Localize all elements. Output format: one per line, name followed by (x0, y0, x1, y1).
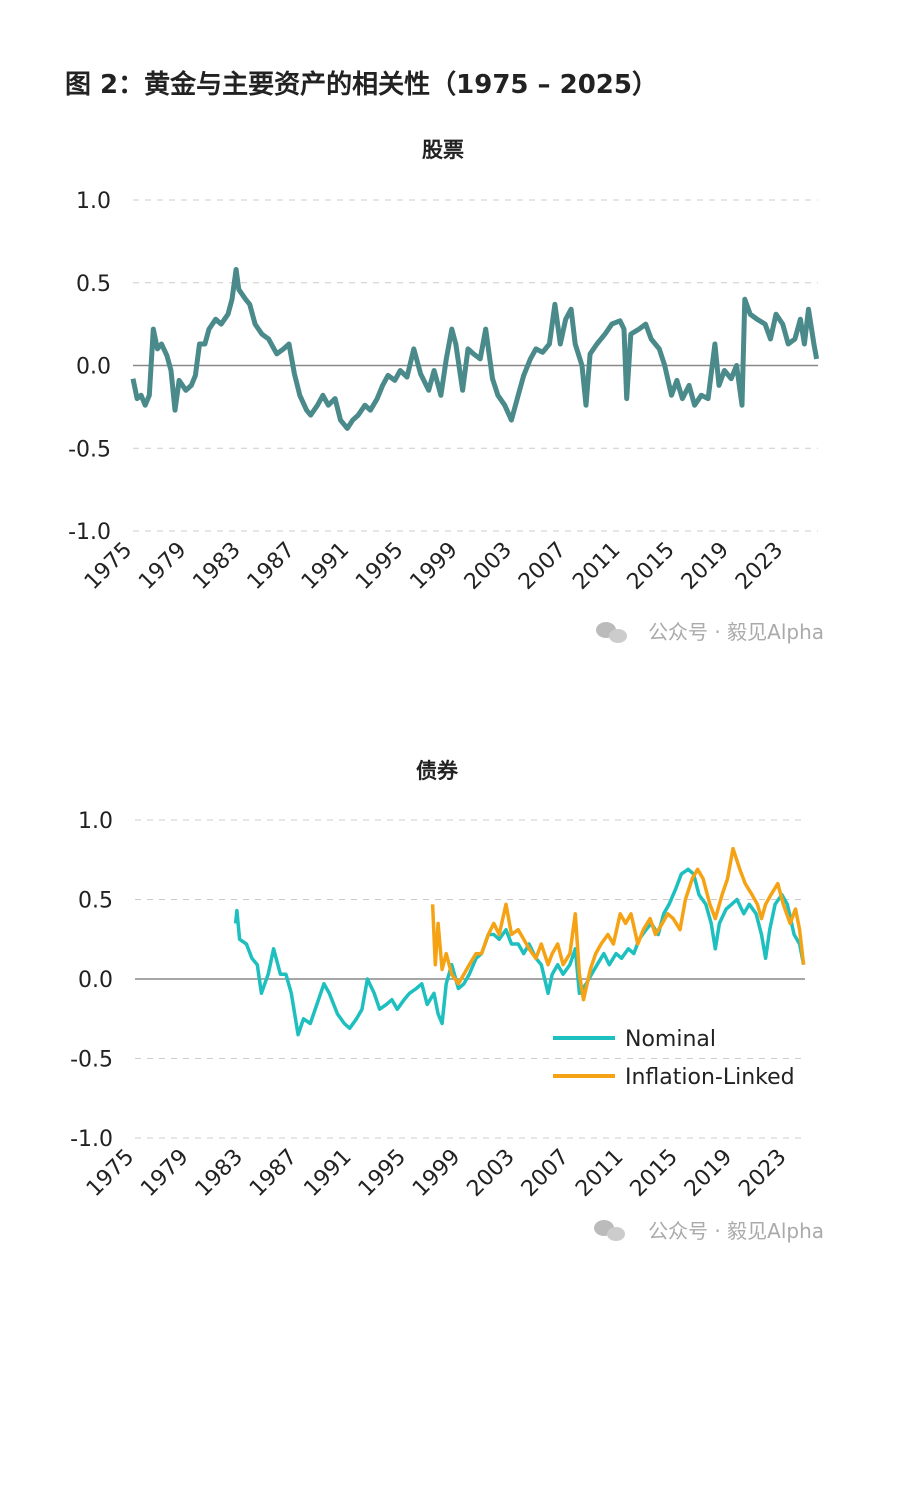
x-tick-label: 1999 (408, 1145, 465, 1202)
y-tick-label: 0.0 (78, 968, 113, 993)
page-title: 图 2：黄金与主要资产的相关性（1975 – 2025） (65, 69, 658, 100)
x-tick-label: 1995 (351, 538, 408, 595)
y-tick-label: 0.5 (76, 272, 111, 297)
chart-title: 债券 (416, 759, 459, 783)
data-line (430, 846, 806, 1002)
data-line (233, 867, 806, 1037)
y-tick-label: -0.5 (70, 1048, 113, 1073)
x-tick-label: 2015 (623, 538, 680, 595)
watermark: 公众号 · 毅见Alpha (596, 620, 824, 644)
legend-label: Inflation-Linked (625, 1065, 795, 1090)
y-tick-label: -0.5 (68, 437, 111, 462)
x-tick-label: 2011 (568, 538, 625, 595)
x-tick-label: 2015 (626, 1145, 683, 1202)
y-tick-label: 0.0 (76, 355, 111, 380)
data-line (130, 267, 820, 431)
x-tick-label: 2023 (734, 1145, 791, 1202)
x-tick-label: 1991 (299, 1145, 356, 1202)
y-tick-label: 1.0 (76, 189, 111, 214)
watermark-text: 公众号 · 毅见Alpha (648, 620, 824, 644)
chart-title: 股票 (422, 138, 464, 162)
watermark: 公众号 · 毅见Alpha (594, 1219, 824, 1243)
x-tick-label: 2007 (514, 538, 571, 595)
x-tick-label: 2007 (517, 1145, 574, 1202)
x-tick-label: 1979 (136, 1145, 193, 1202)
x-tick-label: 1987 (245, 1145, 302, 1202)
x-tick-label: 1987 (243, 538, 300, 595)
x-tick-label: 2019 (677, 538, 734, 595)
x-tick-label: 2011 (571, 1145, 628, 1202)
x-tick-label: 2003 (460, 538, 517, 595)
x-tick-label: 1999 (406, 538, 463, 595)
y-tick-label: 0.5 (78, 889, 113, 914)
y-tick-label: 1.0 (78, 809, 113, 834)
x-tick-label: 1975 (82, 1145, 139, 1202)
x-tick-label: 1979 (134, 538, 191, 595)
legend-label: Nominal (625, 1027, 716, 1052)
x-tick-label: 1991 (297, 538, 354, 595)
x-tick-label: 2023 (731, 538, 788, 595)
y-tick-label: -1.0 (70, 1127, 113, 1152)
x-tick-label: 1995 (354, 1145, 411, 1202)
x-tick-label: 2019 (680, 1145, 737, 1202)
x-tick-label: 2003 (462, 1145, 519, 1202)
x-tick-label: 1983 (191, 1145, 248, 1202)
watermark-text: 公众号 · 毅见Alpha (648, 1219, 824, 1243)
x-tick-label: 1983 (188, 538, 245, 595)
x-tick-label: 1975 (80, 538, 137, 595)
y-tick-label: -1.0 (68, 520, 111, 545)
